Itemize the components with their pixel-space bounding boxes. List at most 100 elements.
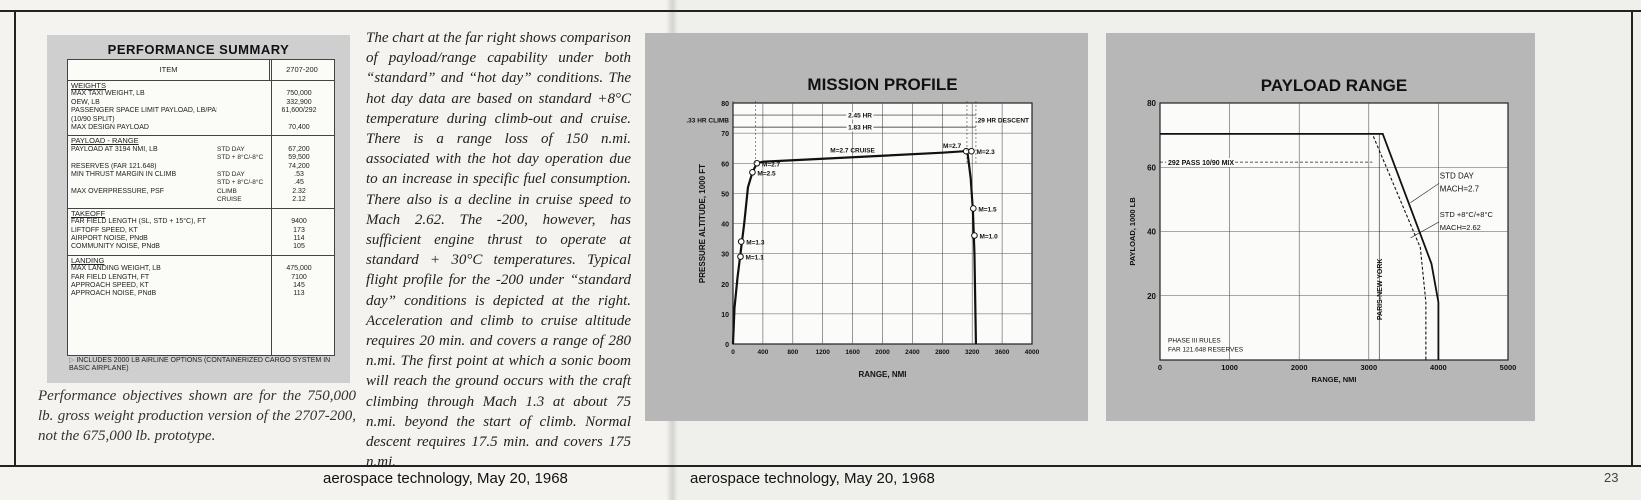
x-tick-label: 2000 — [1291, 363, 1308, 372]
row-label — [71, 179, 217, 187]
x-axis-label: RANGE, NMI — [859, 370, 907, 379]
row-value: 61,600/292 — [281, 107, 317, 115]
x-tick-label: 4000 — [1025, 349, 1040, 356]
mach-label: M=1.0 — [979, 234, 998, 241]
table-footnote: ▷ INCLUDES 2000 LB AIRLINE OPTIONS (CONT… — [69, 357, 349, 373]
row-label: MAX OVERPRESSURE, PSF — [71, 187, 164, 195]
y-tick-label: 10 — [721, 312, 729, 319]
row-condition — [217, 274, 267, 282]
y-tick-label: 60 — [1147, 163, 1156, 172]
table-row: MIN THRUST MARGIN IN CLIMB STD DAY .53 — [71, 171, 331, 179]
table-section: WEIGHTS MAX TAXI WEIGHT, LB 750,000 OEW, LB… — [68, 81, 334, 137]
y-tick-label: 70 — [721, 131, 729, 138]
row-label: PASSENGER SPACE LIMIT PAYLOAD, LB/PASS. — [71, 107, 217, 115]
x-tick-label: 1200 — [815, 349, 830, 356]
row-value — [267, 116, 331, 124]
y-tick-label: 40 — [721, 222, 729, 229]
row-condition: CRUISE — [217, 196, 242, 204]
footer-right: aerospace technology, May 20, 1968 — [690, 470, 935, 487]
row-condition — [217, 163, 267, 171]
row-value: 332,900 — [286, 98, 312, 106]
row-label: LIFTOFF SPEED, KT — [71, 226, 138, 234]
table-row: MAX LANDING WEIGHT, LB 475,000 — [71, 265, 331, 273]
series-label-std-day-mach: MACH=2.7 — [1440, 184, 1480, 193]
performance-summary-title: PERFORMANCE SUMMARY — [107, 42, 290, 57]
row-label: PAYLOAD AT 3194 NMI, LB — [71, 145, 158, 153]
mach-marker — [749, 168, 756, 176]
performance-summary-table: ITEM 2707-200 WEIGHTS MAX TAXI WEIGHT, LB… — [67, 59, 335, 356]
mach-marker — [737, 238, 745, 245]
series-leader-std-day — [1410, 183, 1440, 203]
mach-label: M=2.7 — [943, 143, 962, 150]
table-row: RESERVES (FAR 121.648) 74,200 — [71, 163, 331, 171]
row-condition — [217, 227, 267, 235]
section-title: TAKEOFF — [71, 208, 106, 218]
chart-title: MISSION PROFILE — [807, 75, 957, 94]
row-value: 113 — [293, 290, 305, 298]
row-value: 9400 — [291, 218, 307, 226]
row-value: 750,000 — [286, 90, 312, 98]
row-value: 59,500 — [288, 154, 310, 162]
table-row: FAR FIELD LENGTH (SL, STD + 15°C), FT 940… — [71, 218, 331, 226]
annotation-descent: .29 HR DESCENT — [976, 118, 1029, 125]
series-leader-hot-day — [1410, 221, 1440, 239]
table-row: OEW, LB 332,900 — [71, 99, 331, 107]
row-value: 173 — [293, 226, 305, 234]
row-condition — [217, 290, 267, 298]
row-value: 475,000 — [286, 265, 312, 273]
row-label: FAR FIELD LENGTH (SL, STD + 15°C), FT — [71, 218, 206, 226]
series-label-hot-day: STD +8°C/+8°C — [1440, 210, 1494, 219]
payload-range-chart: PAYLOAD RANGE 0 1000 2000 3000 4000 5000 20 40 60… — [1128, 76, 1517, 384]
row-condition: STD DAY — [217, 171, 245, 179]
row-value: 74,200 — [288, 162, 310, 170]
annotation-passengers: 292 PASS 10/90 MIX — [1168, 160, 1234, 167]
x-tick-label: 0 — [731, 349, 735, 356]
mach-label: M=1.3 — [746, 240, 765, 247]
table-row: AIRPORT NOISE, PNdB 114 — [71, 235, 331, 243]
row-condition: STD + 8°C/-8°C — [217, 179, 264, 187]
section-title: LANDING — [71, 255, 105, 265]
row-value: 105 — [293, 243, 305, 251]
table-row: APPROACH SPEED, KT 145 — [71, 282, 331, 290]
x-tick-label: 3200 — [965, 349, 980, 356]
frame-top-rule — [0, 10, 1641, 12]
x-tick-label: 3600 — [995, 349, 1010, 356]
row-label: AIRPORT NOISE, PNdB — [71, 234, 148, 242]
x-tick-label: 2400 — [905, 349, 920, 356]
row-condition — [217, 116, 267, 124]
frame-bottom-rule — [0, 465, 1641, 467]
row-label: FAR FIELD LENGTH, FT — [71, 273, 150, 281]
x-tick-label: 4000 — [1430, 363, 1447, 372]
y-tick-label: 20 — [1147, 292, 1156, 301]
annotation-cruise: M=2.7 CRUISE — [830, 148, 875, 155]
mach-marker — [970, 205, 977, 212]
row-condition — [217, 90, 267, 98]
annotation-climb: .33 HR CLIMB — [686, 118, 729, 125]
row-label: MAX LANDING WEIGHT, LB — [71, 265, 161, 273]
header-model: 2707-200 — [286, 65, 318, 74]
y-tick-label: 60 — [721, 161, 729, 168]
y-tick-label: 80 — [721, 101, 729, 108]
annotation-phase-rules: PHASE III RULES — [1168, 337, 1221, 344]
x-tick-label: 2000 — [875, 349, 890, 356]
footnote-text: INCLUDES 2000 LB AIRLINE OPTIONS (CONTAI… — [69, 357, 331, 372]
row-value: 7100 — [291, 273, 307, 281]
y-tick-label: 0 — [725, 342, 729, 349]
table-section: TAKEOFF FAR FIELD LENGTH (SL, STD + 15°C)… — [68, 209, 334, 256]
row-value: 145 — [293, 281, 305, 289]
annotation-paris-new-york: PARIS-NEW YORK — [1377, 259, 1384, 321]
row-label: OEW, LB — [71, 98, 100, 106]
row-label: (10/90 SPLIT) — [71, 115, 115, 123]
row-condition — [217, 218, 267, 226]
table-row: PAYLOAD AT 3194 NMI, LB STD DAY 67,200 — [71, 146, 331, 154]
section-title: WEIGHTS — [71, 81, 106, 90]
row-condition — [217, 124, 267, 132]
header-item: ITEM — [68, 60, 270, 80]
x-tick-label: 1000 — [1221, 363, 1238, 372]
row-value: 114 — [293, 234, 305, 242]
payload-range-chart-panel: PAYLOAD RANGE 0 1000 2000 3000 4000 5000 20 40 60… — [1106, 33, 1535, 421]
y-axis-label: PAYLOAD, 1000 LB — [1128, 197, 1137, 266]
table-column-divider — [271, 60, 272, 355]
x-tick-label: 5000 — [1500, 363, 1517, 372]
annotation-total-time: 2.45 HR — [848, 113, 872, 120]
